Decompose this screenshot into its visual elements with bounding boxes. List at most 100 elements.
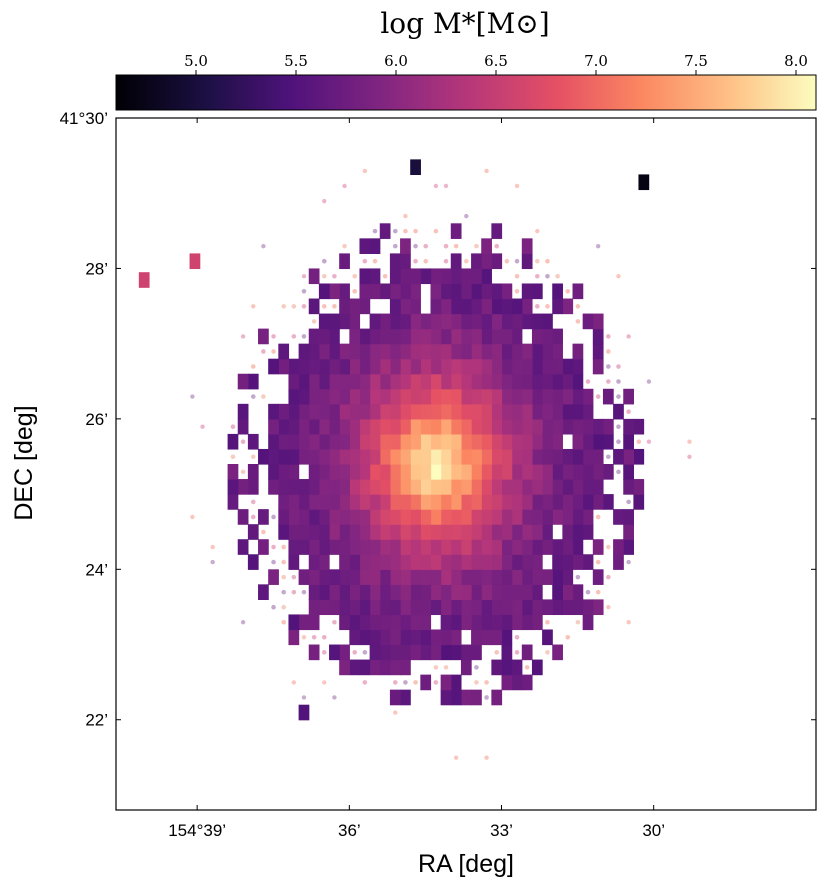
heatmap-cell <box>460 599 472 616</box>
heatmap-cell <box>258 584 269 600</box>
heatmap-cell <box>592 313 604 330</box>
heatmap-cell <box>379 418 391 435</box>
heatmap-cell <box>308 479 320 495</box>
colorbar-tick-label: 5.5 <box>284 52 308 70</box>
heatmap-cell <box>349 539 361 555</box>
heatmap-cell <box>339 388 350 405</box>
heatmap-cell <box>349 313 361 330</box>
heatmap-cell <box>471 569 482 585</box>
heatmap-cell <box>318 584 330 600</box>
outlier-pixel <box>298 704 310 721</box>
heatmap-cell <box>288 614 300 631</box>
heatmap-cell <box>592 599 604 616</box>
heatmap-cell <box>430 599 442 616</box>
sparse-dot <box>585 379 591 384</box>
sparse-dot <box>606 349 611 354</box>
sparse-dot <box>514 258 520 264</box>
heatmap-cell <box>288 494 300 510</box>
heatmap-cell <box>420 599 432 616</box>
heatmap-cell <box>511 494 523 510</box>
heatmap-cell <box>450 298 462 315</box>
heatmap-cell <box>359 358 371 375</box>
heatmap-cell <box>410 418 421 435</box>
heatmap-cell <box>349 554 361 570</box>
heatmap-cell <box>369 403 381 420</box>
heatmap-cell <box>298 524 310 540</box>
heatmap-cell <box>542 358 553 375</box>
heatmap-cell <box>389 539 401 555</box>
heatmap-cell <box>389 659 401 676</box>
sparse-dot <box>301 289 307 294</box>
heatmap-cell <box>460 644 472 661</box>
heatmap-cell <box>298 433 310 450</box>
heatmap-cell <box>450 524 462 540</box>
heatmap-cell <box>349 328 361 345</box>
heatmap-cell <box>288 479 300 495</box>
heatmap-cell <box>552 644 563 661</box>
heatmap-cell <box>369 313 381 330</box>
sparse-dot <box>321 635 327 640</box>
heatmap-cell <box>491 298 503 315</box>
heatmap-cell <box>349 433 361 450</box>
heatmap-cell <box>582 509 594 525</box>
heatmap-cell <box>278 358 290 375</box>
heatmap-cell <box>410 479 421 495</box>
sparse-dot <box>281 304 286 309</box>
heatmap-cell <box>400 253 411 270</box>
heatmap-cell <box>511 373 523 390</box>
heatmap-cell <box>440 479 452 495</box>
heatmap-cell <box>410 358 421 375</box>
heatmap-cell <box>481 433 492 450</box>
heatmap-cell <box>369 328 381 345</box>
heatmap-cell <box>481 418 492 435</box>
heatmap-cell <box>623 388 634 405</box>
sparse-dot <box>616 439 621 445</box>
sparse-dot <box>190 394 195 399</box>
heatmap-cell <box>531 283 543 300</box>
heatmap-cell <box>308 599 320 616</box>
heatmap-cell <box>511 313 523 330</box>
heatmap-cell <box>471 448 482 465</box>
sparse-dot <box>545 650 550 655</box>
heatmap-cell <box>389 584 401 600</box>
sparse-dot <box>230 424 236 429</box>
heatmap-cell <box>501 313 513 330</box>
sparse-dot <box>301 695 307 700</box>
sparse-dot <box>484 168 489 174</box>
heatmap-cell <box>298 358 310 375</box>
heatmap-cell <box>450 599 462 616</box>
heatmap-cell <box>237 509 249 525</box>
sparse-dot <box>514 273 520 279</box>
heatmap-cell <box>582 614 594 631</box>
sparse-dot <box>606 334 611 339</box>
heatmap-cell <box>572 343 584 360</box>
heatmap-cell <box>501 539 513 555</box>
heatmap-cell <box>379 494 391 510</box>
heatmap-cell <box>613 554 624 570</box>
sparse-dot <box>514 635 520 640</box>
heatmap-cell <box>582 433 594 450</box>
heatmap-cell <box>511 343 523 360</box>
heatmap-cell <box>308 373 320 390</box>
sparse-dot <box>271 514 276 520</box>
heatmap-cell <box>592 433 604 450</box>
heatmap-cell <box>450 373 462 390</box>
sparse-dot <box>646 379 652 384</box>
sparse-dot <box>545 258 550 264</box>
sparse-dot <box>606 364 611 369</box>
heatmap-cell <box>602 494 614 510</box>
heatmap-cell <box>389 328 401 345</box>
x-axis-label: RA [deg] <box>418 850 514 878</box>
heatmap-cell <box>237 479 249 495</box>
heatmap-cell <box>562 388 574 405</box>
heatmap-cell <box>329 403 340 420</box>
heatmap-cell <box>329 599 340 616</box>
heatmap-cell <box>501 343 513 360</box>
heatmap-cell <box>359 433 371 450</box>
heatmap-cell <box>329 524 340 540</box>
heatmap-cell <box>430 388 442 405</box>
heatmap-cell <box>460 659 472 676</box>
heatmap-cell <box>329 373 340 390</box>
heatmap-cell <box>430 283 442 300</box>
